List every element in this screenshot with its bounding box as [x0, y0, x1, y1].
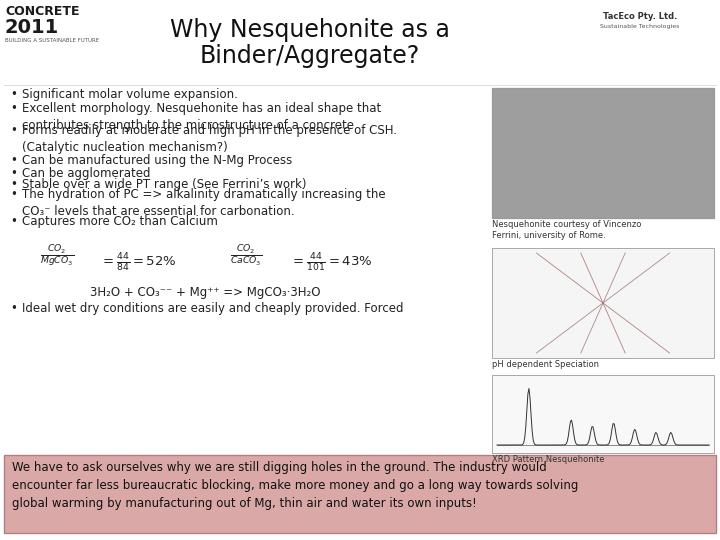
Text: 2011: 2011 — [5, 18, 59, 37]
Text: •: • — [10, 124, 17, 137]
Text: •: • — [10, 178, 17, 191]
Text: $=\frac{44}{84}=52\%$: $=\frac{44}{84}=52\%$ — [100, 252, 176, 274]
Text: Sustainable Technologies: Sustainable Technologies — [600, 24, 680, 29]
Text: pH dependent Speciation: pH dependent Speciation — [492, 360, 599, 369]
Text: Binder/Aggregate?: Binder/Aggregate? — [200, 44, 420, 68]
Text: •: • — [10, 154, 17, 167]
Text: Forms readily at moderate and high pH in the presence of CSH.
(Catalytic nucleat: Forms readily at moderate and high pH in… — [22, 124, 397, 154]
Text: Captures more CO₂ than Calcium: Captures more CO₂ than Calcium — [22, 215, 218, 228]
Text: 3H₂O + CO₃⁻⁻ + Mg⁺⁺ => MgCO₃·3H₂O: 3H₂O + CO₃⁻⁻ + Mg⁺⁺ => MgCO₃·3H₂O — [90, 286, 320, 299]
Text: TacEco Pty. Ltd.: TacEco Pty. Ltd. — [603, 12, 678, 21]
Text: •: • — [10, 302, 17, 315]
Text: Stable over a wide PT range (See Ferrini’s work): Stable over a wide PT range (See Ferrini… — [22, 178, 307, 191]
Text: The hydration of PC => alkalinity dramatically increasing the
CO₃⁻ levels that a: The hydration of PC => alkalinity dramat… — [22, 188, 386, 218]
Text: •: • — [10, 88, 17, 101]
FancyBboxPatch shape — [492, 375, 714, 453]
Text: $=\frac{44}{101}=43\%$: $=\frac{44}{101}=43\%$ — [290, 252, 373, 274]
Text: Why Nesquehonite as a: Why Nesquehonite as a — [170, 18, 450, 42]
Text: •: • — [10, 102, 17, 115]
Text: BUILDING A SUSTAINABLE FUTURE: BUILDING A SUSTAINABLE FUTURE — [5, 38, 99, 43]
Text: Nesquehonite courtesy of Vincenzo
Ferrini, university of Rome.: Nesquehonite courtesy of Vincenzo Ferrin… — [492, 220, 642, 240]
Text: $\frac{CO_2}{MgCO_3}$: $\frac{CO_2}{MgCO_3}$ — [40, 244, 74, 269]
Text: Significant molar volume expansion.: Significant molar volume expansion. — [22, 88, 238, 101]
Text: Excellent morphology. Nesquehonite has an ideal shape that
contributes strength : Excellent morphology. Nesquehonite has a… — [22, 102, 382, 132]
Text: XRD Pattern Nesquehonite: XRD Pattern Nesquehonite — [492, 455, 605, 464]
Text: •: • — [10, 188, 17, 201]
Text: Can be agglomerated: Can be agglomerated — [22, 167, 150, 180]
Text: Can be manufactured using the N-Mg Process: Can be manufactured using the N-Mg Proce… — [22, 154, 292, 167]
Text: CONCRETE: CONCRETE — [5, 5, 79, 18]
FancyBboxPatch shape — [492, 248, 714, 358]
Text: Ideal wet dry conditions are easily and cheaply provided. Forced: Ideal wet dry conditions are easily and … — [22, 302, 403, 315]
FancyBboxPatch shape — [492, 88, 714, 218]
Text: •: • — [10, 215, 17, 228]
Text: •: • — [10, 167, 17, 180]
Text: $\frac{CO_2}{CaCO_3}$: $\frac{CO_2}{CaCO_3}$ — [230, 244, 262, 269]
FancyBboxPatch shape — [4, 455, 716, 533]
Text: We have to ask ourselves why we are still digging holes in the ground. The indus: We have to ask ourselves why we are stil… — [12, 461, 578, 510]
